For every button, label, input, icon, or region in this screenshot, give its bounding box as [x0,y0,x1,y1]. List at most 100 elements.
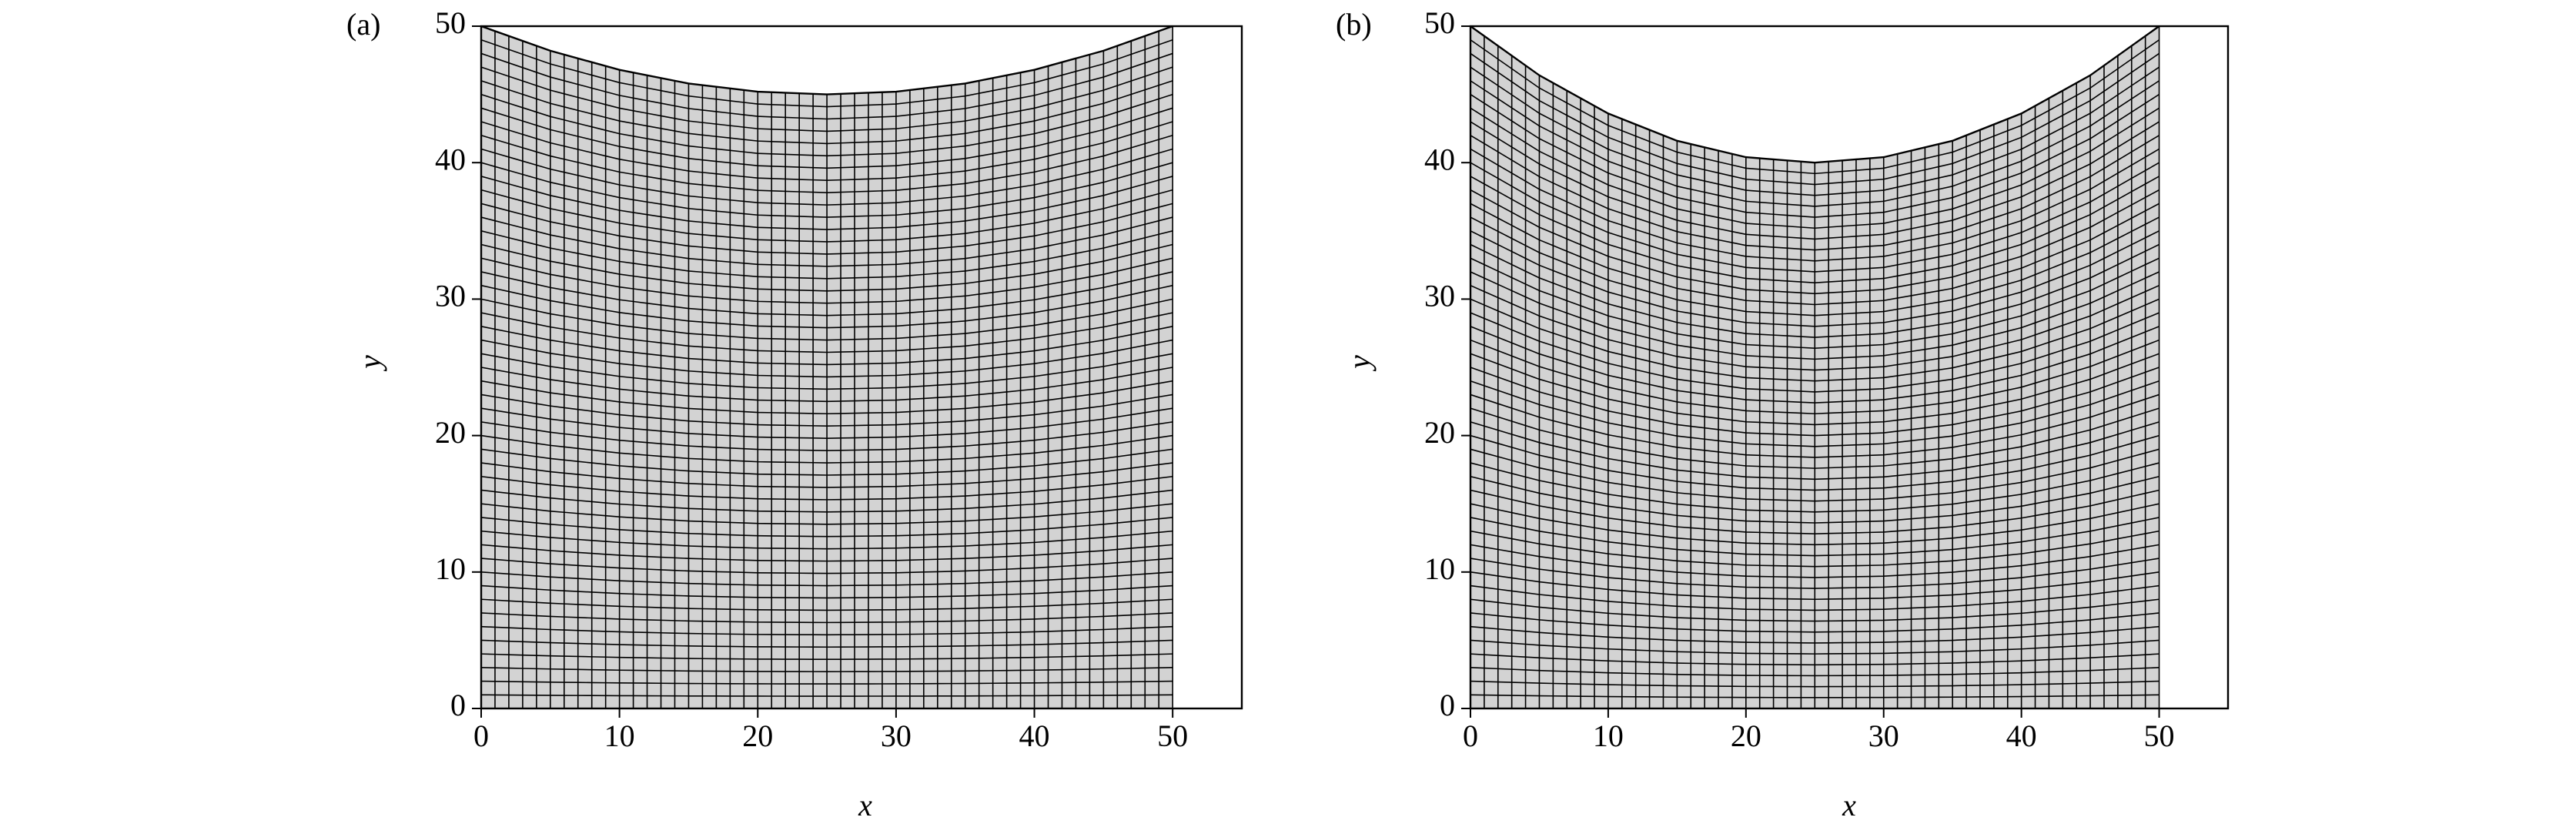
mesh-line [1470,558,2159,589]
x-tick-label: 0 [1463,718,1478,753]
y-tick-label: 30 [435,279,466,313]
mesh-line [1470,121,2159,240]
mesh-line [480,339,1173,378]
y-tick-label: 10 [1424,551,1455,586]
y-tick-label: 50 [435,5,466,40]
mesh-line [480,80,1173,145]
mesh-line [480,298,1173,341]
mesh-line [1470,80,2159,207]
mesh-line [480,353,1173,390]
mesh-line [480,326,1173,366]
x-tick-label: 10 [604,718,635,753]
mesh-line [1470,298,2159,382]
mesh-line [1470,407,2159,469]
mesh-line [480,653,1173,661]
y-tick-label: 40 [1424,142,1455,176]
mesh-line [1470,612,2159,633]
x-tick-label: 50 [1157,718,1188,753]
mesh-line [1470,271,2159,360]
x-tick-label: 20 [742,718,773,753]
mesh-line [1470,339,2159,415]
mesh-line [1470,584,2159,611]
mesh-line [480,503,1173,525]
mesh-line [480,107,1173,169]
mesh-line [1470,448,2159,502]
mesh-line [480,367,1173,403]
mesh-line [1470,135,2159,251]
x-tick-label: 10 [1593,718,1624,753]
axes-frame [480,25,1243,710]
mesh-line [1470,462,2159,513]
mesh-line [1470,189,2159,295]
mesh-line [1470,625,2159,644]
y-axis-label: y [1342,355,1377,372]
mesh-line [1470,326,2159,404]
axes-frame [1469,25,2230,710]
mesh-line [480,680,1173,685]
mesh-line [1470,544,2159,578]
mesh-line [480,489,1173,513]
mesh-line [480,93,1173,157]
mesh-line [1470,243,2159,338]
mesh-line [1470,93,2159,218]
mesh-line [480,421,1173,451]
mesh-line [480,462,1173,488]
mesh-line [480,312,1173,353]
mesh-line [1470,203,2159,306]
mesh-line [1470,639,2159,655]
mesh-line [1470,66,2159,196]
mesh-line [1470,394,2159,458]
x-tick-label: 0 [473,718,489,753]
mesh-line [1470,680,2159,688]
mesh-line [1470,475,2159,524]
panel-label: (b) [1336,7,1372,42]
mesh-line [480,271,1173,317]
mesh-line [480,544,1173,562]
mesh-line [1470,162,2159,273]
mesh-line [480,571,1173,587]
mesh-line [480,39,1173,108]
mesh-line [1470,653,2159,666]
mesh-line [480,584,1173,599]
y-tick-label: 0 [1440,688,1455,722]
x-tick-label: 40 [1019,718,1050,753]
y-tick-label: 50 [1424,5,1455,40]
mesh-line [480,530,1173,550]
mesh-line [1470,148,2159,262]
mesh-line [480,639,1173,648]
boundary [480,25,1173,95]
mesh-line [1470,489,2159,534]
mesh-line [480,558,1173,574]
y-tick-label: 30 [1424,279,1455,313]
mesh-line [480,230,1173,280]
mesh-line [480,134,1173,193]
mesh-line [1470,367,2159,437]
mesh-line [1470,176,2159,283]
mesh-line [480,284,1173,329]
mesh-line [480,243,1173,292]
mesh-line [1470,52,2159,186]
panel-label: (a) [346,7,380,42]
mesh-line [1470,380,2159,447]
x-tick-label: 50 [2144,718,2175,753]
x-axis-label: x [858,788,872,822]
mesh-line [1470,421,2159,481]
mesh-line [480,448,1173,476]
mesh-line [480,162,1173,218]
y-tick-label: 0 [450,688,466,722]
mesh-line [480,434,1173,464]
mesh-line [480,380,1173,415]
mesh-line [480,121,1173,182]
boundary [1470,25,2160,164]
x-tick-label: 40 [2006,718,2037,753]
mesh-line [480,203,1173,255]
mesh-line [1470,571,2159,601]
mesh-line [1470,257,2159,349]
mesh-line [480,475,1173,501]
mesh-line [480,176,1173,230]
mesh-line [1470,353,2159,426]
y-axis-label: y [353,355,387,372]
mesh-line [480,148,1173,206]
mesh-line [1470,216,2159,317]
